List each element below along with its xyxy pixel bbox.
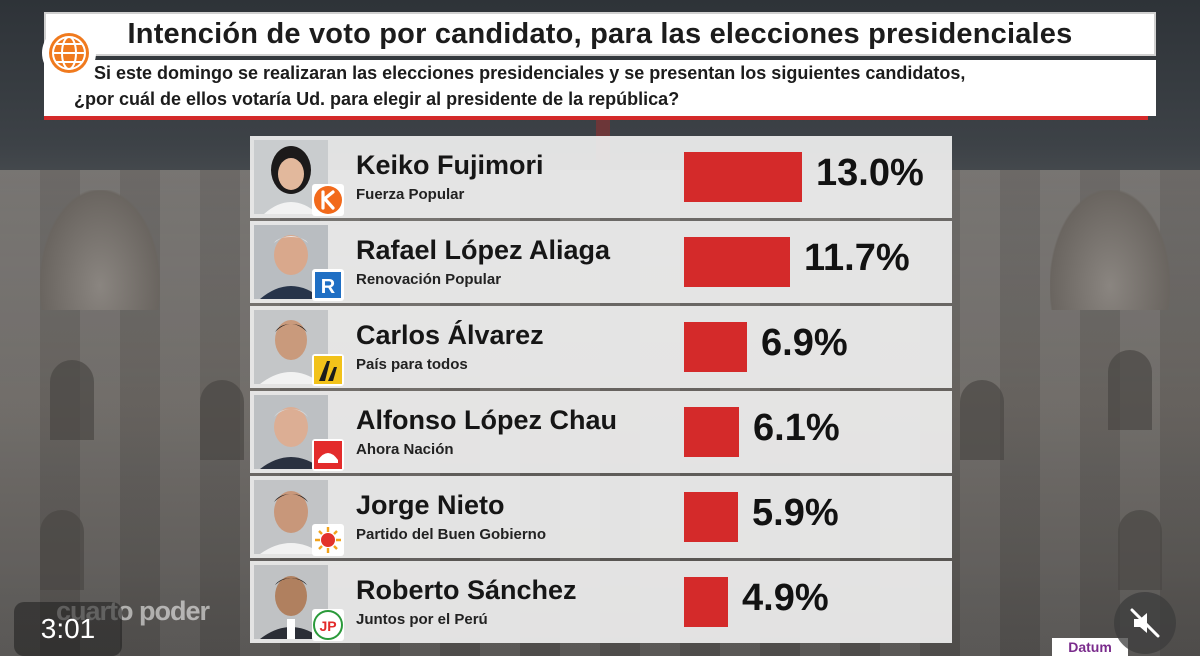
chart-title: Intención de voto por candidato, para la… <box>127 17 1073 50</box>
candidate-name: Rafael López Aliaga <box>356 235 611 265</box>
candidate-name: Alfonso López Chau <box>356 405 617 435</box>
palace-window <box>1108 350 1152 430</box>
video-time-badge: 3:01 <box>14 602 122 656</box>
candidate-photo <box>254 480 328 554</box>
buen-gobierno-sun-logo <box>312 524 344 556</box>
palace-window <box>200 380 244 460</box>
question-line-1: Si este domingo se realizaran las elecci… <box>94 63 966 83</box>
svg-text:JP: JP <box>319 618 336 634</box>
palace-tower-right <box>1050 190 1170 310</box>
palace-tower-left <box>40 190 160 310</box>
candidate-row: Alfonso López Chau Ahora Nación <box>250 391 952 473</box>
chart-panel: Keiko Fujimori Fuerza Popular R Rafael L… <box>250 136 952 644</box>
party-name: Partido del Buen Gobierno <box>356 526 547 543</box>
ahora-nacion-logo <box>312 439 344 471</box>
question-line-2: ¿por cuál de ellos votaría Ud. para eleg… <box>74 89 680 109</box>
palace-window <box>1118 510 1162 590</box>
candidate-row: Carlos Álvarez País para todos <box>250 306 952 388</box>
palace-window <box>40 510 84 590</box>
candidate-row: JP Roberto Sánchez Juntos por el Perú <box>250 561 952 643</box>
source-logo-text: Datum <box>1068 639 1112 655</box>
svg-text:R: R <box>321 276 336 298</box>
candidate-row: Keiko Fujimori Fuerza Popular <box>250 136 952 218</box>
party-name: Renovación Popular <box>356 271 502 288</box>
party-name: País para todos <box>356 356 468 373</box>
party-name: Fuerza Popular <box>356 186 465 203</box>
speaker-muted-icon <box>1130 608 1160 638</box>
palace-window <box>960 380 1004 460</box>
question-box: Si este domingo se realizaran las elecci… <box>44 60 1156 116</box>
juntos-por-el-peru-jp-logo: JP <box>312 609 344 641</box>
candidate-row: R Rafael López Aliaga Renovación Popular <box>250 221 952 303</box>
mute-button[interactable] <box>1114 592 1176 654</box>
pais-para-todos-logo <box>312 354 344 386</box>
candidate-name: Roberto Sánchez <box>356 575 577 605</box>
accent-divider <box>44 116 1148 120</box>
candidate-name: Jorge Nieto <box>356 490 505 520</box>
title-banner: Intención de voto por candidato, para la… <box>44 12 1156 56</box>
palace-window <box>50 360 94 440</box>
fuerza-popular-k-logo <box>312 184 344 216</box>
party-name: Juntos por el Perú <box>356 611 488 628</box>
candidate-row: Jorge Nieto Partido del Buen Gobierno <box>250 476 952 558</box>
candidate-name: Keiko Fujimori <box>356 150 544 180</box>
video-time: 3:01 <box>40 613 96 644</box>
globe-icon <box>44 28 94 78</box>
candidate-photo <box>254 140 328 214</box>
source-logo: Datum <box>1052 638 1128 656</box>
party-name: Ahora Nación <box>356 441 454 458</box>
candidate-name: Carlos Álvarez <box>356 320 544 350</box>
renovacion-popular-r-logo: R <box>312 269 344 301</box>
